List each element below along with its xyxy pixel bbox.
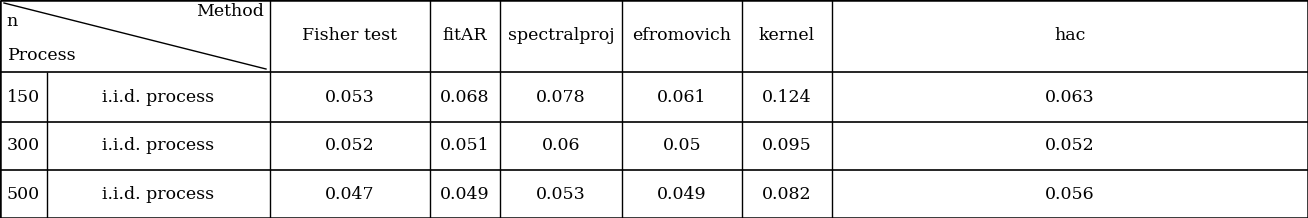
Text: 0.063: 0.063 xyxy=(1045,89,1095,106)
Text: i.i.d. process: i.i.d. process xyxy=(102,138,215,155)
Text: 0.053: 0.053 xyxy=(536,186,586,203)
Text: kernel: kernel xyxy=(759,27,815,44)
Text: 0.056: 0.056 xyxy=(1045,186,1095,203)
Text: Method: Method xyxy=(196,3,264,20)
Text: 0.061: 0.061 xyxy=(657,89,706,106)
Text: hac: hac xyxy=(1054,27,1086,44)
Text: 500: 500 xyxy=(7,186,41,203)
Text: 0.05: 0.05 xyxy=(663,138,701,155)
Text: 0.053: 0.053 xyxy=(326,89,375,106)
Text: 300: 300 xyxy=(7,138,41,155)
Text: 0.049: 0.049 xyxy=(441,186,489,203)
Text: i.i.d. process: i.i.d. process xyxy=(102,89,215,106)
Text: 0.082: 0.082 xyxy=(763,186,812,203)
Text: efromovich: efromovich xyxy=(633,27,731,44)
Text: 0.052: 0.052 xyxy=(1045,138,1095,155)
Text: spectralproj: spectralproj xyxy=(508,27,615,44)
Text: 0.068: 0.068 xyxy=(441,89,489,106)
Text: 0.078: 0.078 xyxy=(536,89,586,106)
Text: i.i.d. process: i.i.d. process xyxy=(102,186,215,203)
Text: n: n xyxy=(7,14,17,31)
Text: 0.052: 0.052 xyxy=(326,138,375,155)
Text: 0.047: 0.047 xyxy=(326,186,375,203)
Text: Process: Process xyxy=(8,48,77,65)
Text: fitAR: fitAR xyxy=(442,27,488,44)
Text: 0.049: 0.049 xyxy=(657,186,706,203)
Text: 0.124: 0.124 xyxy=(763,89,812,106)
Text: 0.06: 0.06 xyxy=(542,138,581,155)
Text: 150: 150 xyxy=(7,89,41,106)
Text: 0.051: 0.051 xyxy=(441,138,489,155)
Text: 0.095: 0.095 xyxy=(763,138,812,155)
Text: Fisher test: Fisher test xyxy=(302,27,398,44)
